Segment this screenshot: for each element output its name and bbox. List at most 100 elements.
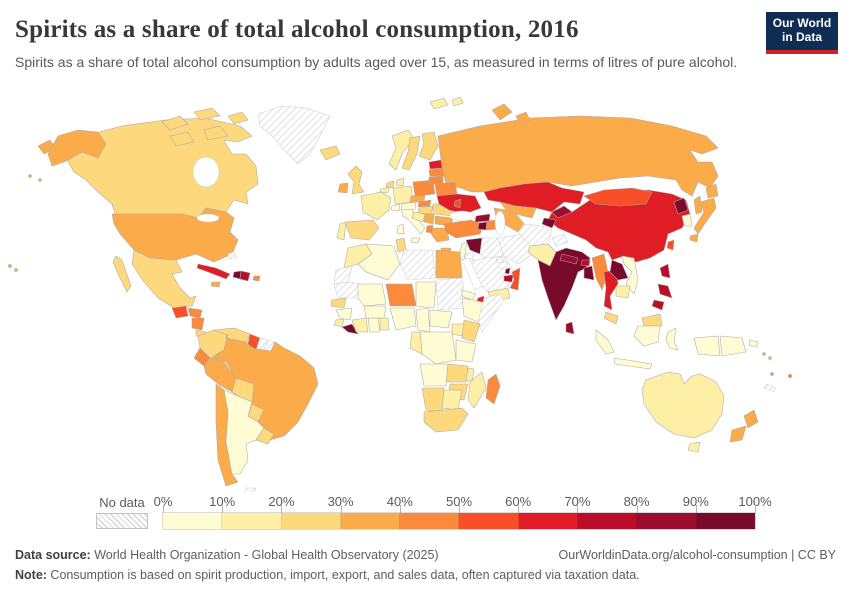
country-puerto-rico[interactable]: [252, 275, 261, 282]
country-haiti[interactable]: [232, 270, 242, 280]
country-india[interactable]: [537, 247, 591, 321]
country-russia[interactable]: [437, 115, 719, 197]
country-lithuania[interactable]: [428, 175, 444, 185]
country-mozambique[interactable]: [467, 371, 487, 409]
country-new-caledonia[interactable]: [763, 383, 777, 393]
country-oman[interactable]: [509, 267, 521, 291]
country-malaysia-borneo[interactable]: [641, 313, 663, 327]
country-bahamas[interactable]: [227, 251, 237, 260]
country-egypt[interactable]: [435, 249, 463, 279]
country-usa-aleutians[interactable]: [38, 178, 42, 182]
country-greenland[interactable]: [257, 105, 331, 165]
country-usa-alaska[interactable]: [47, 129, 107, 167]
country-kenya[interactable]: [461, 319, 481, 343]
country-armenia[interactable]: [477, 221, 488, 231]
legend-no-data-swatch[interactable]: [96, 513, 148, 529]
country-indonesia-sumatra[interactable]: [595, 329, 615, 355]
country-western-sahara[interactable]: [333, 265, 353, 285]
country-cuba[interactable]: [196, 263, 231, 280]
country-uae[interactable]: [503, 274, 514, 283]
country-namibia[interactable]: [421, 387, 445, 413]
country-algeria[interactable]: [357, 243, 401, 281]
country-ghana[interactable]: [367, 317, 381, 333]
country-nicaragua[interactable]: [191, 317, 205, 331]
country-canada[interactable]: [227, 111, 249, 125]
country-russia[interactable]: [515, 111, 531, 125]
country-taiwan[interactable]: [666, 239, 675, 251]
country-japan[interactable]: [689, 233, 699, 243]
country-denmark[interactable]: [395, 177, 405, 187]
country-djibouti[interactable]: [476, 295, 485, 303]
country-croatia[interactable]: [411, 211, 426, 223]
country-niger[interactable]: [385, 283, 417, 307]
country-svalbard[interactable]: [451, 96, 464, 107]
country-spain[interactable]: [344, 219, 380, 241]
country-argentina[interactable]: [223, 389, 265, 475]
country-belgium[interactable]: [379, 186, 390, 194]
legend-bin-90-100%[interactable]: [696, 513, 755, 529]
country-japan[interactable]: [693, 197, 717, 235]
country-sierra-leone[interactable]: [333, 318, 345, 328]
country-usa[interactable]: [111, 207, 239, 263]
country-central-african-republic[interactable]: [429, 309, 453, 329]
country-indonesia-borneo[interactable]: [633, 325, 661, 347]
country-finland[interactable]: [418, 131, 439, 161]
country-sri-lanka[interactable]: [565, 321, 575, 335]
country-botswana[interactable]: [441, 389, 463, 411]
country-canada[interactable]: [161, 115, 189, 131]
legend-bin-20-30%[interactable]: [281, 513, 341, 529]
country-tajikistan[interactable]: [541, 217, 557, 229]
country-guinea[interactable]: [335, 307, 353, 321]
country-hungary[interactable]: [417, 205, 434, 215]
country-vanuatu[interactable]: [770, 372, 774, 376]
legend-bin-40-50%[interactable]: [400, 513, 460, 529]
country-libya[interactable]: [399, 249, 437, 281]
country-brazil[interactable]: [211, 333, 319, 441]
country-north-korea[interactable]: [673, 197, 689, 215]
country-australia-tasmania[interactable]: [687, 441, 701, 453]
country-usa-aleutians[interactable]: [28, 174, 32, 178]
country-portugal[interactable]: [336, 221, 347, 241]
country-somalia[interactable]: [477, 293, 505, 333]
country-malaysia[interactable]: [603, 311, 619, 325]
country-honduras[interactable]: [187, 307, 203, 319]
country-sudan[interactable]: [435, 277, 467, 311]
country-austria[interactable]: [400, 201, 417, 211]
country-russia[interactable]: [693, 195, 703, 215]
country-papua-new-guinea[interactable]: [719, 335, 747, 357]
country-jamaica[interactable]: [210, 281, 221, 288]
country-nigeria[interactable]: [389, 307, 417, 331]
country-chad[interactable]: [415, 281, 437, 309]
country-kyrgyzstan[interactable]: [551, 205, 573, 219]
legend-bin-30-40%[interactable]: [340, 513, 401, 529]
country-usa-hawaii[interactable]: [14, 268, 18, 272]
country-slovakia[interactable]: [417, 199, 432, 208]
country-philippines[interactable]: [659, 263, 671, 279]
country-greece[interactable]: [430, 227, 450, 243]
country-liberia[interactable]: [341, 323, 359, 335]
country-laos[interactable]: [609, 259, 629, 281]
country-new-zealand[interactable]: [729, 425, 747, 443]
country-norway[interactable]: [388, 129, 415, 171]
country-canada[interactable]: [203, 125, 229, 141]
country-france[interactable]: [360, 191, 392, 221]
country-moldova[interactable]: [453, 198, 462, 209]
country-russia[interactable]: [491, 103, 513, 121]
country-mali[interactable]: [357, 283, 387, 307]
country-indonesia-papua[interactable]: [693, 335, 721, 357]
country-uk[interactable]: [347, 165, 365, 195]
country-canada[interactable]: [61, 117, 259, 219]
country-ireland[interactable]: [337, 182, 349, 194]
legend-bin-60-70%[interactable]: [518, 513, 579, 529]
country-angola[interactable]: [419, 363, 449, 387]
country-uganda[interactable]: [451, 323, 465, 337]
country-congo[interactable]: [409, 331, 423, 355]
country-south-africa[interactable]: [423, 407, 469, 433]
country-vietnam[interactable]: [621, 255, 639, 295]
country-netherlands[interactable]: [385, 180, 395, 189]
country-drc[interactable]: [419, 331, 457, 365]
country-mexico[interactable]: [131, 249, 197, 309]
region-kashmir[interactable]: [551, 233, 569, 247]
country-australia[interactable]: [641, 371, 725, 439]
country-papua-new-guinea[interactable]: [748, 339, 759, 348]
